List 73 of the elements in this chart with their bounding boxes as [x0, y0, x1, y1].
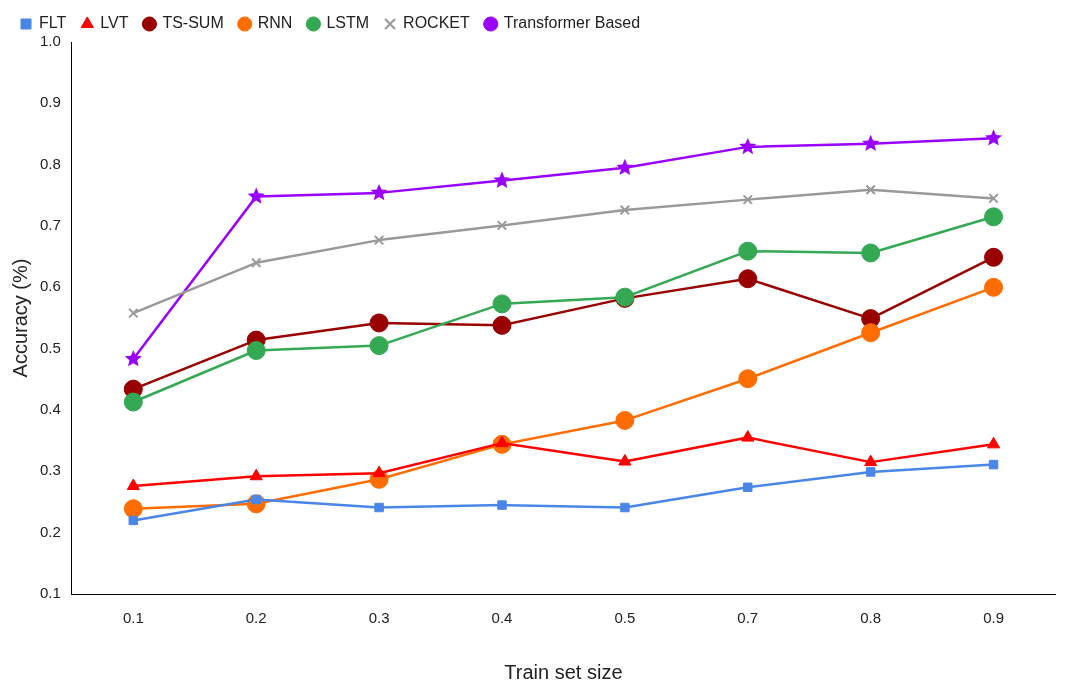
legend-label: TS-SUM: [162, 14, 224, 32]
y-tick-label: 0.9: [39, 93, 61, 111]
point: [988, 459, 999, 470]
point: [738, 269, 758, 289]
point: [246, 341, 266, 361]
point: [369, 336, 389, 356]
point: [493, 171, 511, 188]
point: [738, 369, 758, 389]
point: [126, 478, 140, 491]
x-tick-label: 0.4: [491, 609, 513, 627]
y-tick-label: 0.5: [39, 338, 61, 356]
point: [496, 220, 508, 231]
y-tick-label: 1.0: [39, 32, 61, 50]
point: [865, 184, 876, 196]
point: [988, 193, 999, 204]
x-tick-label: 0.1: [122, 609, 144, 627]
point: [247, 187, 265, 204]
point: [619, 204, 631, 216]
point: [124, 350, 142, 367]
legend-label: ROCKET: [403, 14, 470, 32]
point: [369, 313, 389, 333]
point: [128, 515, 139, 526]
point: [738, 241, 758, 261]
y-tick-label: 0.6: [39, 277, 61, 295]
point: [986, 436, 1001, 449]
point: [250, 257, 262, 269]
point: [492, 294, 512, 314]
point: [123, 499, 143, 519]
point: [741, 430, 755, 442]
y-axis-title: Accuracy (%): [8, 258, 31, 378]
point: [742, 194, 754, 205]
point: [984, 129, 1003, 146]
point: [128, 307, 139, 319]
x-axis-title: Train set size: [504, 660, 623, 683]
point: [984, 207, 1004, 227]
point: [123, 392, 143, 412]
point: [865, 467, 876, 477]
y-tick-label: 0.3: [39, 461, 61, 479]
point: [739, 137, 757, 155]
y-tick-label: 0.2: [39, 522, 61, 540]
y-tick-label: 0.7: [39, 216, 61, 234]
y-tick-label: 0.4: [39, 400, 61, 418]
x-tick-label: 0.7: [737, 609, 759, 627]
legend-label: Transformer Based: [503, 14, 641, 32]
legend-label: LVT: [100, 14, 129, 32]
point: [861, 243, 881, 263]
legend-label: FLT: [39, 14, 67, 32]
y-tick-label: 0.1: [39, 584, 61, 602]
point: [618, 454, 632, 466]
x-tick-label: 0.8: [860, 609, 882, 627]
x-tick-label: 0.3: [368, 609, 390, 627]
x-tick-label: 0.2: [245, 609, 267, 627]
point: [372, 465, 386, 478]
point: [862, 134, 880, 152]
y-tick-label: 0.8: [39, 154, 61, 172]
point: [615, 410, 635, 430]
point: [743, 482, 753, 493]
point: [497, 500, 507, 510]
point: [249, 468, 263, 481]
point: [374, 502, 384, 513]
point: [370, 183, 388, 201]
point: [864, 454, 878, 467]
point: [620, 502, 630, 513]
x-tick-label: 0.5: [614, 609, 636, 627]
legend-label: RNN: [257, 14, 293, 32]
point: [861, 323, 881, 343]
x-tick-label: 0.9: [983, 609, 1004, 627]
point: [492, 315, 512, 335]
legend-label: LSTM: [326, 14, 370, 32]
point: [984, 277, 1004, 297]
point: [616, 158, 634, 176]
point: [373, 234, 385, 246]
point: [984, 247, 1004, 267]
